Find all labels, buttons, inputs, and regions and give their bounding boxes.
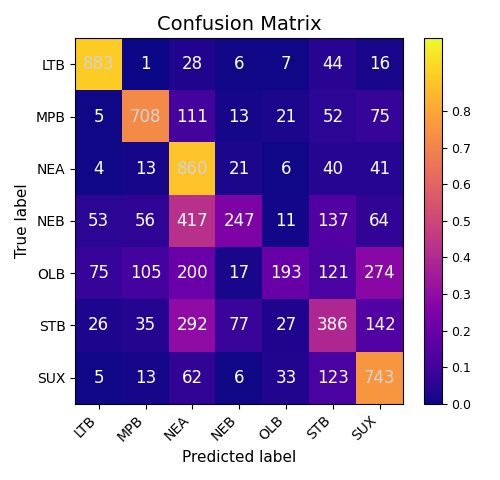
Text: 13: 13 xyxy=(228,108,250,126)
Text: 860: 860 xyxy=(176,160,208,178)
Text: 193: 193 xyxy=(270,264,302,282)
Text: 1: 1 xyxy=(140,55,151,73)
Text: 21: 21 xyxy=(276,108,296,126)
Text: 35: 35 xyxy=(135,316,156,335)
Text: 41: 41 xyxy=(369,160,390,178)
Text: 13: 13 xyxy=(135,160,156,178)
Text: 708: 708 xyxy=(130,108,162,126)
Text: 21: 21 xyxy=(228,160,250,178)
Text: 75: 75 xyxy=(369,108,390,126)
Text: 417: 417 xyxy=(176,212,208,230)
Text: 5: 5 xyxy=(94,369,104,386)
Text: 56: 56 xyxy=(135,212,156,230)
Text: 142: 142 xyxy=(364,316,396,335)
Text: 28: 28 xyxy=(182,55,203,73)
Y-axis label: True label: True label xyxy=(15,184,30,258)
Text: 77: 77 xyxy=(228,316,250,335)
Text: 52: 52 xyxy=(322,108,344,126)
Text: 27: 27 xyxy=(276,316,296,335)
Text: 13: 13 xyxy=(135,369,156,386)
Text: 6: 6 xyxy=(234,55,244,73)
Text: 75: 75 xyxy=(88,264,109,282)
Title: Confusion Matrix: Confusion Matrix xyxy=(157,15,322,34)
Text: 44: 44 xyxy=(322,55,344,73)
Text: 26: 26 xyxy=(88,316,110,335)
Text: 5: 5 xyxy=(94,108,104,126)
Text: 121: 121 xyxy=(317,264,349,282)
Text: 6: 6 xyxy=(234,369,244,386)
Text: 883: 883 xyxy=(83,55,114,73)
Text: 292: 292 xyxy=(176,316,208,335)
Text: 11: 11 xyxy=(276,212,296,230)
Text: 7: 7 xyxy=(280,55,291,73)
Text: 743: 743 xyxy=(364,369,396,386)
Text: 6: 6 xyxy=(280,160,291,178)
Text: 62: 62 xyxy=(182,369,203,386)
Text: 33: 33 xyxy=(276,369,296,386)
Text: 123: 123 xyxy=(317,369,349,386)
Text: 247: 247 xyxy=(224,212,255,230)
Text: 200: 200 xyxy=(176,264,208,282)
Text: 111: 111 xyxy=(176,108,208,126)
Text: 64: 64 xyxy=(369,212,390,230)
Text: 53: 53 xyxy=(88,212,110,230)
Text: 137: 137 xyxy=(317,212,348,230)
Text: 40: 40 xyxy=(322,160,344,178)
Text: 16: 16 xyxy=(369,55,390,73)
Text: 4: 4 xyxy=(94,160,104,178)
Text: 105: 105 xyxy=(130,264,162,282)
X-axis label: Predicted label: Predicted label xyxy=(182,450,296,465)
Text: 274: 274 xyxy=(364,264,396,282)
Text: 386: 386 xyxy=(317,316,348,335)
Text: 17: 17 xyxy=(228,264,250,282)
